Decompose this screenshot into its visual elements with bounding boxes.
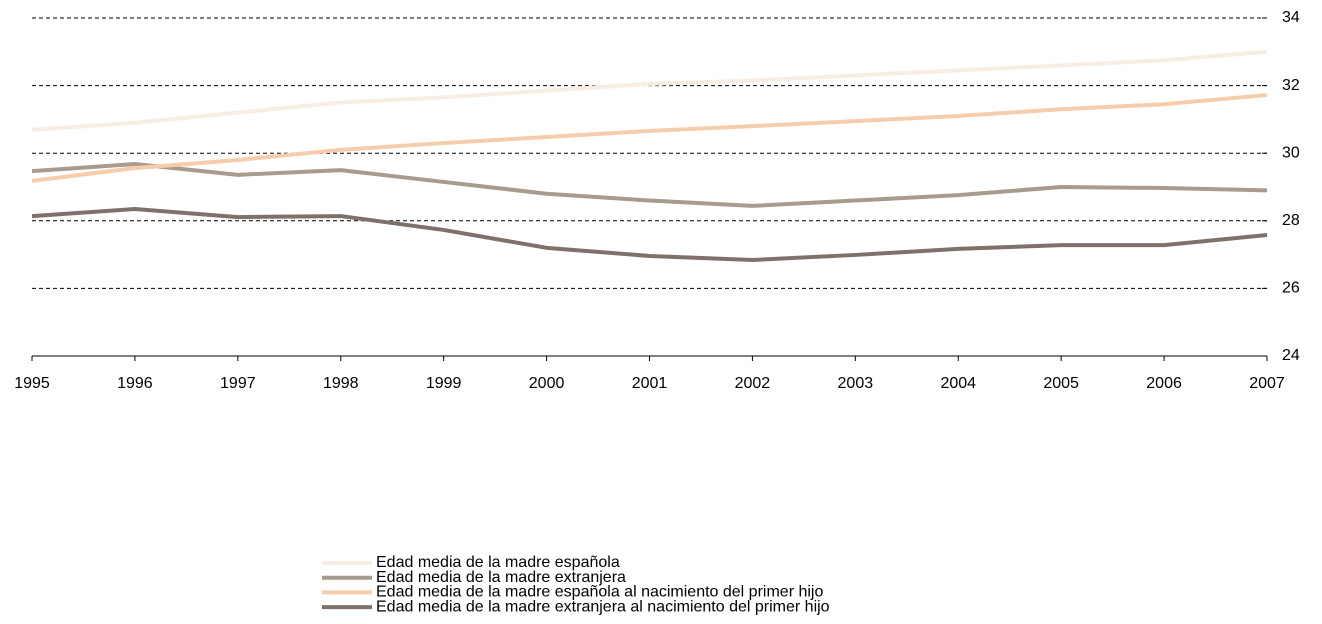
- y-tick-label: 30: [1282, 144, 1300, 161]
- x-tick-label: 2004: [940, 375, 976, 392]
- x-tick-label: 2005: [1043, 375, 1079, 392]
- x-tick-label: 2002: [735, 375, 771, 392]
- legend-label: Edad media de la madre extranjera: [376, 569, 626, 586]
- y-tick-label: 34: [1282, 9, 1300, 26]
- series-line: [31, 206, 1268, 263]
- x-tick-label: 1999: [426, 375, 462, 392]
- x-tick-label: 2003: [838, 375, 874, 392]
- x-tick-label: 1997: [220, 375, 256, 392]
- legend-label: Edad media de la madre extranjera al nac…: [376, 598, 830, 615]
- legend-label: Edad media de la madre española al nacim…: [376, 584, 823, 601]
- x-tick-label: 2006: [1146, 375, 1182, 392]
- x-tick-label: 1996: [117, 375, 153, 392]
- legend-label: Edad media de la madre española: [376, 554, 620, 571]
- x-tick-label: 2001: [632, 375, 668, 392]
- series-line: [31, 162, 1268, 208]
- y-tick-label: 28: [1282, 212, 1300, 229]
- y-tick-label: 32: [1282, 77, 1300, 94]
- y-tick-label: 26: [1282, 280, 1300, 297]
- series-line: [31, 49, 1268, 132]
- series-line: [31, 93, 1268, 183]
- x-tick-label: 1995: [14, 375, 50, 392]
- x-tick-label: 1998: [323, 375, 359, 392]
- x-tick-label: 2000: [529, 375, 565, 392]
- y-tick-label: 24: [1282, 347, 1300, 364]
- x-tick-label: 2007: [1249, 375, 1285, 392]
